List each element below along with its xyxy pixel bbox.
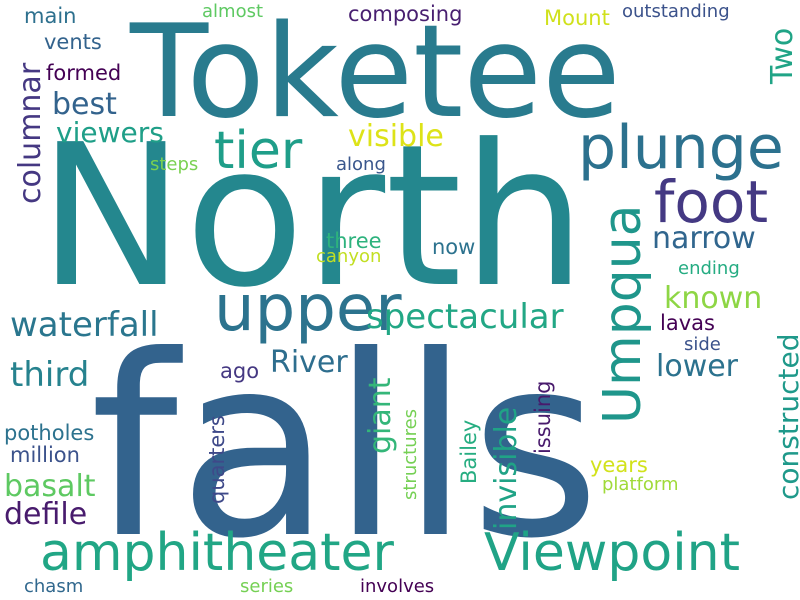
word-falls: falls	[90, 302, 600, 593]
word-outstanding: outstanding	[622, 1, 730, 22]
word-giant: giant	[363, 377, 398, 454]
word-issuing: issuing	[531, 381, 555, 455]
word-series: series	[240, 576, 293, 597]
word-third: third	[10, 355, 89, 395]
word-chasm: chasm	[24, 576, 83, 597]
word-spectacular: spectacular	[366, 297, 564, 337]
word-side: side	[684, 334, 721, 355]
word-platform: platform	[602, 474, 678, 495]
word-lower: lower	[656, 349, 739, 384]
word-basalt: basalt	[4, 469, 96, 504]
word-river: River	[270, 345, 348, 380]
word-bailey: Bailey	[457, 420, 481, 484]
word-invisible: invisible	[489, 407, 524, 530]
word-columnar: columnar	[13, 62, 48, 204]
word-million: million	[10, 443, 80, 467]
word-formed: formed	[46, 61, 121, 85]
word-structures: structures	[400, 409, 421, 500]
word-years: years	[590, 453, 648, 477]
word-main: main	[24, 4, 76, 28]
word-ending: ending	[678, 258, 740, 279]
word-two: Two	[765, 28, 800, 85]
word-viewpoint: Viewpoint	[484, 523, 740, 583]
word-known: known	[664, 281, 762, 316]
word-ago: ago	[220, 359, 259, 383]
word-lavas: lavas	[660, 311, 715, 335]
word-almost: almost	[202, 1, 263, 22]
word-defile: defile	[4, 497, 87, 532]
word-quarters: quarters	[205, 415, 229, 504]
word-waterfall: waterfall	[10, 305, 159, 345]
word-umpqua: Umpqua	[593, 204, 653, 424]
word-narrow: narrow	[652, 221, 756, 256]
word-steps: steps	[150, 154, 198, 175]
word-best: best	[52, 87, 117, 122]
word-plunge: plunge	[578, 113, 784, 183]
word-composing: composing	[348, 2, 462, 26]
word-now: now	[432, 235, 475, 259]
word-toketee: Toketee	[129, 0, 621, 147]
word-potholes: potholes	[4, 421, 94, 445]
word-amphitheater: amphitheater	[40, 523, 395, 583]
word-upper: upper	[214, 272, 402, 346]
word-vents: vents	[44, 30, 102, 54]
word-canyon: canyon	[316, 246, 381, 267]
word-three: three	[326, 229, 382, 253]
word-visible: visible	[348, 119, 444, 154]
word-along: along	[336, 154, 386, 175]
word-viewers: viewers	[56, 116, 164, 149]
word-mount: Mount	[544, 6, 610, 30]
word-north: North	[38, 103, 586, 331]
word-foot: foot	[654, 168, 768, 236]
word-involves: involves	[360, 576, 434, 597]
word-constructed: constructed	[772, 334, 800, 500]
word-tier: tier	[214, 121, 303, 181]
